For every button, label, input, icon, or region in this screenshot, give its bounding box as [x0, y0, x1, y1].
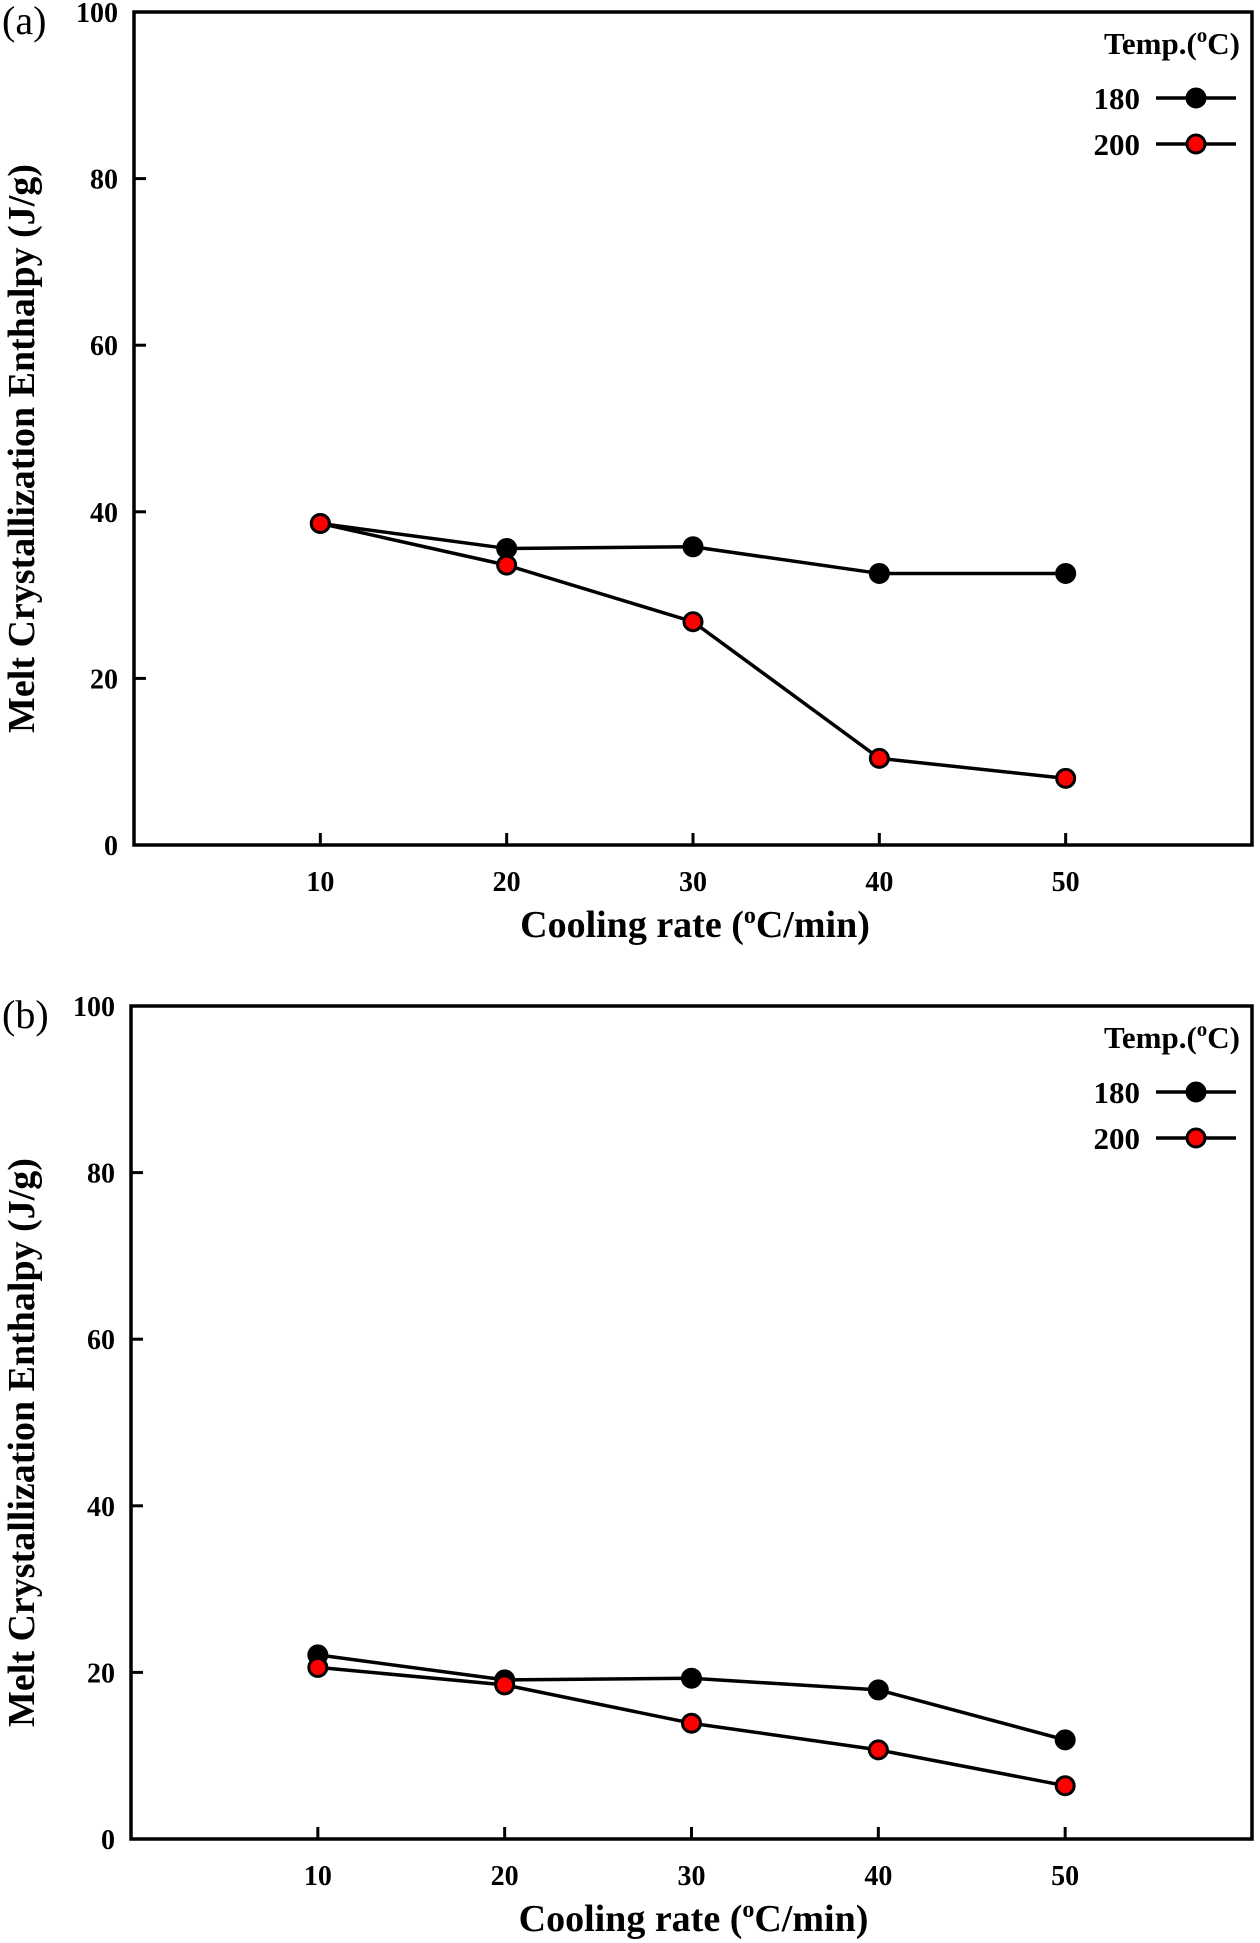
- data-point-180: 180: (40, 32.6): [868, 562, 890, 584]
- legend: Temp.(oC) 180 200: [1094, 1017, 1241, 1156]
- legend-marker-swatch: [1185, 1127, 1207, 1149]
- data-point-200: 200: (50, 8): [1055, 767, 1077, 789]
- x-tick-label: 10: [306, 867, 334, 898]
- legend-label: 180: [1094, 1075, 1141, 1110]
- data-point-180: 180: (30, 19.3): [681, 1667, 702, 1689]
- x-tick-label: 50: [1051, 1861, 1079, 1892]
- data-point-200: 200: (50, 6.4): [1054, 1775, 1076, 1797]
- data-point-180: 180: (50, 32.6): [1055, 562, 1077, 584]
- legend: Temp.(oC) 180 200: [1094, 23, 1241, 162]
- x-tick-label: 40: [864, 1861, 892, 1892]
- legend-title-unit: C): [1207, 1020, 1240, 1055]
- legend-title: Temp.(oC): [1104, 23, 1240, 61]
- y-tick-label: 40: [90, 498, 118, 529]
- y-axis-title: Melt Crystallization Enthalpy (J/g): [1, 164, 43, 733]
- data-point-200: 200: (20, 33.6): [496, 554, 518, 576]
- y-tick-label: 20: [87, 1658, 115, 1689]
- y-tick-label: 40: [87, 1492, 115, 1523]
- legend-marker-swatch: [1185, 133, 1207, 155]
- data-point-200: 200: (40, 10.4): [868, 747, 890, 769]
- legend-marker-swatch: [1185, 87, 1207, 109]
- x-axis-title-main: Cooling rate (: [519, 1898, 743, 1940]
- y-tick-label: 20: [90, 664, 118, 695]
- data-point-180: 180: (40, 17.9): [867, 1679, 889, 1701]
- data-point-200: 200: (30, 26.8): [682, 611, 704, 633]
- x-tick-label: 30: [679, 867, 707, 898]
- x-tick-label: 10: [304, 1861, 332, 1892]
- legend-label: 200: [1094, 1121, 1141, 1156]
- data-point-200: 200: (10, 38.6): [309, 512, 331, 534]
- x-tick-label: 30: [678, 1861, 706, 1892]
- series-line-200: [319, 521, 1066, 781]
- data-point-200: 200: (10, 20.6): [307, 1656, 329, 1678]
- panel-label: (a): [2, 0, 46, 43]
- legend-item-180: 180: [1094, 81, 1236, 116]
- data-point-200: 200: (30, 13.9): [681, 1712, 702, 1734]
- panel-label: (b): [2, 992, 49, 1037]
- data-point-200: 200: (40, 10.7): [867, 1739, 889, 1761]
- y-tick-label: 60: [90, 331, 118, 362]
- x-axis-title-main: Cooling rate (: [520, 904, 744, 946]
- legend-item-200: 200: [1094, 1121, 1236, 1156]
- legend-item-180: 180: [1094, 1075, 1236, 1110]
- legend-title: Temp.(oC): [1104, 1017, 1240, 1055]
- x-axis-title-unit: C/min): [754, 1898, 868, 1940]
- y-tick-label: 0: [104, 831, 118, 862]
- x-tick-label: 20: [491, 1861, 519, 1892]
- x-axis-title: Cooling rate (oC/min): [520, 903, 870, 946]
- data-point-200: 200: (20, 18.5): [494, 1674, 516, 1696]
- y-tick-label: 80: [90, 165, 118, 196]
- x-tick-label: 40: [865, 867, 893, 898]
- legend-title-unit: C): [1207, 26, 1240, 61]
- x-axis-title-degree: o: [744, 903, 756, 929]
- data-point-180: 180: (50, 11.9): [1054, 1729, 1076, 1751]
- legend-title-degree: o: [1197, 1017, 1208, 1041]
- legend-title-main: Temp.(: [1104, 26, 1197, 61]
- y-axis-title: Melt Crystallization Enthalpy (J/g): [1, 1158, 43, 1727]
- x-axis-title-degree: o: [742, 1897, 754, 1923]
- legend-title-degree: o: [1197, 23, 1208, 47]
- plot-frame: [132, 10, 1254, 847]
- y-tick-label: 0: [101, 1825, 115, 1856]
- x-tick-label: 20: [493, 867, 521, 898]
- y-tick-label: 60: [87, 1325, 115, 1356]
- x-axis-title: Cooling rate (oC/min): [519, 1897, 869, 1940]
- y-tick-label: 100: [73, 992, 115, 1023]
- legend-title-main: Temp.(: [1104, 1020, 1197, 1055]
- legend-label: 200: [1094, 127, 1141, 162]
- legend-item-200: 200: [1094, 127, 1236, 162]
- x-tick-label: 50: [1052, 867, 1080, 898]
- x-axis-title-unit: C/min): [756, 904, 870, 946]
- legend-label: 180: [1094, 81, 1141, 116]
- legend-marker-swatch: [1185, 1081, 1207, 1103]
- y-tick-label: 80: [87, 1159, 115, 1190]
- y-tick-label: 100: [76, 0, 118, 29]
- data-point-180: 180: (30, 35.8): [682, 536, 704, 558]
